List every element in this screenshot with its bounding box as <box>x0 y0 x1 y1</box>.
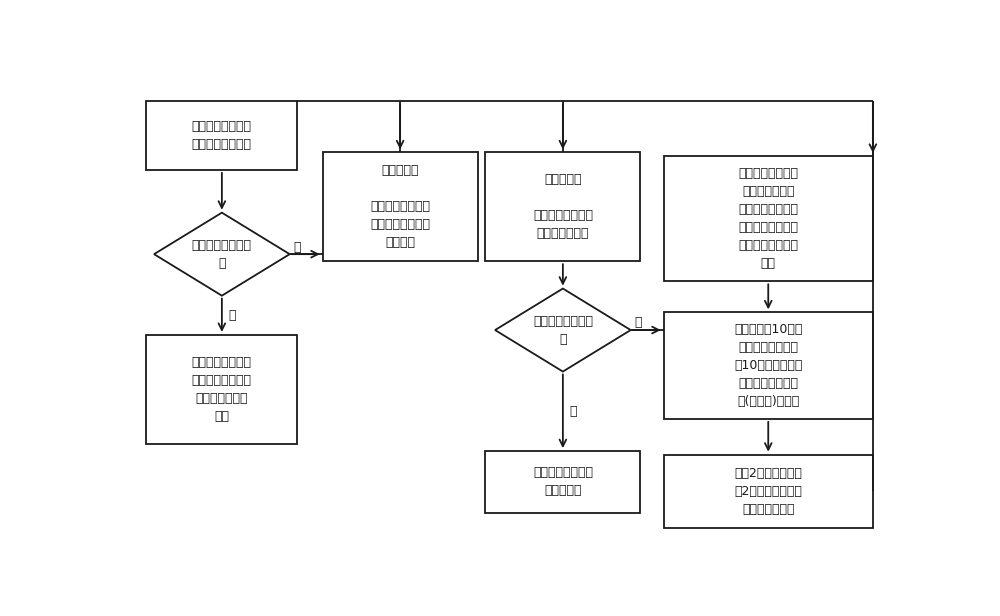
Text: 启动2小时定时器，
待2小时后重新检测
是否有光伏输入: 启动2小时定时器， 待2小时后重新检测 是否有光伏输入 <box>734 467 802 516</box>
Text: 有放电电流，则启
动定时器开始计
时，并持续检测电
流，在检测到无放
电电流时清零定时
器。: 有放电电流，则启 动定时器开始计 时，并持续检测电 流，在检测到无放 电电流时清… <box>738 167 798 270</box>
Text: 是: 是 <box>294 240 301 254</box>
Polygon shape <box>154 213 290 296</box>
FancyBboxPatch shape <box>146 101 297 170</box>
Text: 环境温度低于零度
电池为未充满状态: 环境温度低于零度 电池为未充满状态 <box>192 120 252 151</box>
Polygon shape <box>495 288 631 371</box>
FancyBboxPatch shape <box>146 334 297 444</box>
Text: 判断电池是否为放
电: 判断电池是否为放 电 <box>533 315 593 346</box>
Text: 持续加热至温度满
足充电要求: 持续加热至温度满 足充电要求 <box>533 466 593 497</box>
Text: 为市电输入

启动加热，待温度
升到零度以上后开
始充电。: 为市电输入 启动加热，待温度 升到零度以上后开 始充电。 <box>370 164 430 249</box>
Text: 否: 否 <box>569 405 577 418</box>
FancyBboxPatch shape <box>485 152 640 261</box>
Text: 判断是否有外部电
源: 判断是否有外部电 源 <box>192 238 252 270</box>
FancyBboxPatch shape <box>485 451 640 513</box>
FancyBboxPatch shape <box>664 455 873 528</box>
Text: 定时器到达10分钟
后停止加热。说明
在10分钟内光伏发
电量不能够支持负
载(含加热)用电。: 定时器到达10分钟 后停止加热。说明 在10分钟内光伏发 电量不能够支持负 载(… <box>734 323 802 408</box>
Text: 无外部电源则不启
动加热，电池只允
许放电不需要充
电。: 无外部电源则不启 动加热，电池只允 许放电不需要充 电。 <box>192 356 252 423</box>
FancyBboxPatch shape <box>323 152 478 261</box>
Text: 为光伏输入

启动加热，并检测
电池的放电电流: 为光伏输入 启动加热，并检测 电池的放电电流 <box>533 173 593 240</box>
Text: 是: 是 <box>635 317 642 330</box>
FancyBboxPatch shape <box>664 312 873 419</box>
Text: 否: 否 <box>228 309 236 322</box>
FancyBboxPatch shape <box>664 156 873 282</box>
